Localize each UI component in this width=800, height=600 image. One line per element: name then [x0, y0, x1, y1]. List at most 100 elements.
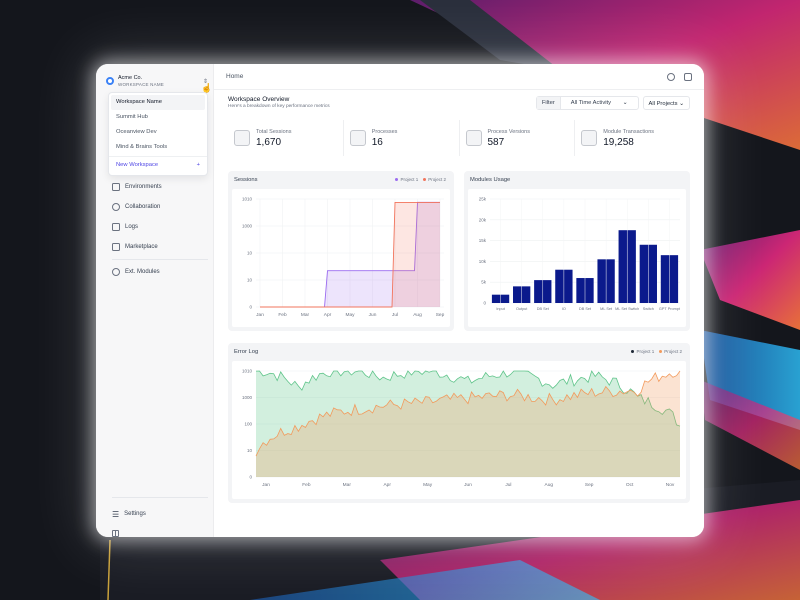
sidebar-item-collaboration[interactable]: Collaboration [112, 197, 208, 217]
page-subtitle: Here's a breakdown of key performance me… [228, 104, 330, 109]
y-tick-label: 0 [249, 475, 252, 480]
project-filter[interactable]: All Projects ⌄ [642, 96, 690, 110]
sidebar-item-environments[interactable]: Environments [112, 177, 208, 197]
filter-label: Filter [536, 97, 561, 109]
logs-icon [112, 223, 120, 231]
processes-icon [349, 130, 366, 146]
modules-icon [112, 268, 120, 276]
y-tick-label: 20k [479, 217, 487, 222]
legend-label: Project 2 [664, 349, 682, 354]
company-name: Acme Co. [118, 75, 143, 82]
chevron-down-icon: ⌄ [679, 101, 684, 107]
y-tick-label: 10k [479, 259, 487, 264]
x-tick-label: Sep [585, 482, 594, 488]
y-tick-label: 0 [249, 305, 252, 310]
topbar: Home [214, 64, 704, 90]
series-area [256, 371, 680, 477]
sidebar-item-logs[interactable]: Logs [112, 217, 208, 237]
collapse-sidebar-icon[interactable] [112, 530, 119, 537]
y-tick-label: 15k [479, 238, 487, 243]
new-workspace-button[interactable]: New Workspace + [111, 158, 205, 173]
sidebar-item-ext-modules[interactable]: Ext. Modules [112, 262, 208, 282]
x-tick-label: IO [562, 307, 566, 311]
x-tick-label: May [423, 482, 433, 488]
workspace-dropdown: Workspace Name Summit Hub Oceanview Dev … [108, 92, 208, 176]
metric-label: Process Versions [487, 128, 531, 135]
legend-swatch [395, 178, 399, 182]
legend-swatch [659, 350, 663, 354]
legend-swatch [423, 178, 427, 182]
y-tick-label: 25k [479, 197, 487, 202]
hand-cursor-icon: ☝ [201, 83, 213, 93]
process-versions-icon [465, 130, 482, 146]
plus-icon: + [196, 162, 200, 168]
x-tick-label: DB Set [579, 307, 592, 311]
x-tick-label: DB Set [537, 307, 550, 311]
y-tick-label: 1010 [242, 369, 253, 374]
x-tick-label: Aug [413, 312, 422, 318]
legend-swatch [631, 350, 635, 354]
sidebar-item-label: Ext. Modules [125, 269, 160, 275]
metric-value: 587 [487, 136, 505, 148]
y-tick-label: 5k [481, 280, 487, 285]
sidebar-item-label: Logs [125, 224, 139, 230]
legend-label: Project 2 [428, 177, 446, 182]
sidebar: Acme Co. WORKSPACE NAME ⇕ ☝ Workspace Na… [96, 64, 214, 537]
workspace-option[interactable]: Oceanview Dev [116, 129, 157, 135]
series-line [260, 201, 441, 308]
modules-usage-card: Modules Usage 25k 20k 15k 10k 5k 0 Input Output… [464, 171, 690, 331]
time-filter-value: All Time Activity [570, 100, 612, 106]
x-tick-label: Mar [301, 312, 310, 318]
workspace-option[interactable]: Workspace Name [111, 95, 205, 110]
sidebar-item-label: Marketplace [125, 244, 158, 250]
sidebar-item-label: Environments [125, 184, 162, 190]
workspace-label: WORKSPACE NAME [118, 81, 164, 87]
main-content: Home Workspace Overview Here's a breakdo… [214, 64, 704, 537]
sidebar-item-settings[interactable]: ☰ Settings [112, 504, 208, 524]
x-tick-label: Aug [545, 482, 554, 488]
x-tick-label: Output [516, 307, 528, 311]
sidebar-item-marketplace[interactable]: Marketplace [112, 237, 208, 257]
workspace-option[interactable]: Mind & Brains Tools [116, 144, 168, 150]
x-tick-label: Feb [302, 482, 311, 488]
workspace-switcher[interactable]: Acme Co. WORKSPACE NAME ⇕ [106, 70, 208, 92]
modules-usage-chart: 25k 20k 15k 10k 5k 0 Input Output DB Set IO DB Set… [468, 189, 686, 327]
metric-value: 1,670 [256, 136, 282, 148]
sessions-icon [234, 130, 250, 146]
x-tick-label: ML Set [600, 307, 613, 311]
breadcrumb[interactable]: Home [226, 73, 244, 80]
metric-processes: Processes 16 [342, 120, 459, 156]
sidebar-footer: ☰ Settings [112, 497, 208, 537]
metric-label: Processes [371, 128, 398, 135]
y-tick-label: 10 [247, 448, 253, 453]
chevron-updown-icon[interactable]: ⇕ [202, 78, 208, 85]
dropdown-divider [109, 156, 207, 157]
sidebar-nav: Environments Collaboration Logs Marketpl… [112, 177, 208, 282]
footer-divider [112, 497, 208, 498]
workspace-option[interactable]: Summit Hub [116, 114, 148, 120]
error-log-card: Error Log Project 1 Project 2 1010 1000 10… [228, 343, 690, 503]
x-tick-label: ML Set Switch [615, 307, 639, 311]
environments-icon [112, 183, 120, 191]
module-transactions-icon [581, 130, 598, 146]
y-tick-label: 100 [244, 422, 252, 427]
time-filter[interactable]: Filter All Time Activity ⌄ [535, 96, 639, 110]
sidebar-item-label: Settings [124, 511, 146, 517]
help-icon[interactable] [667, 72, 675, 81]
overview-header: Workspace Overview Here's a breakdown of… [228, 96, 330, 109]
page-title: Workspace Overview [228, 96, 290, 103]
chart-title: Sessions [234, 177, 258, 183]
series-area [260, 202, 440, 307]
new-workspace-label: New Workspace [116, 162, 159, 168]
metric-process-versions: Process Versions 587 [458, 120, 575, 156]
metric-label: Module Transactions [603, 128, 654, 135]
filters: Filter All Time Activity ⌄ All Projects … [535, 96, 690, 110]
collaboration-icon [112, 203, 120, 211]
marketplace-icon [112, 243, 120, 251]
expand-icon[interactable] [684, 72, 692, 81]
x-tick-label: Jan [262, 482, 270, 488]
app-window: Acme Co. WORKSPACE NAME ⇕ ☝ Workspace Na… [96, 64, 704, 537]
metric-value: 19,258 [603, 136, 634, 148]
x-tick-label: Nov [666, 482, 675, 488]
